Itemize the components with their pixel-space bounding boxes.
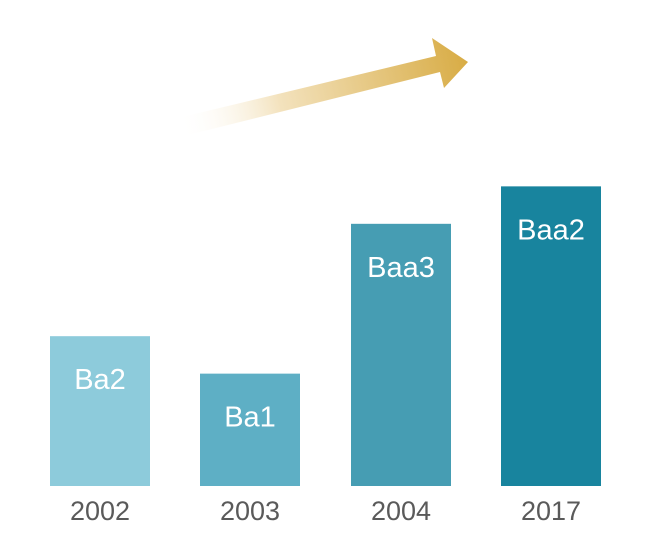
bar-2017 <box>501 186 601 486</box>
x-tick-label-2004: 2004 <box>371 496 431 526</box>
x-tick-label-2003: 2003 <box>220 496 280 526</box>
data-label-2003: Ba1 <box>224 402 276 434</box>
x-tick-label-2017: 2017 <box>521 496 581 526</box>
x-tick-label-2002: 2002 <box>70 496 130 526</box>
bar-2004 <box>351 223 451 486</box>
data-label-2017: Baa2 <box>517 214 585 246</box>
bar-2002 <box>50 336 150 486</box>
trend-arrow <box>178 38 468 136</box>
data-label-2004: Baa3 <box>367 252 435 284</box>
bar-2003 <box>200 373 300 486</box>
data-label-2002: Ba2 <box>74 364 126 396</box>
